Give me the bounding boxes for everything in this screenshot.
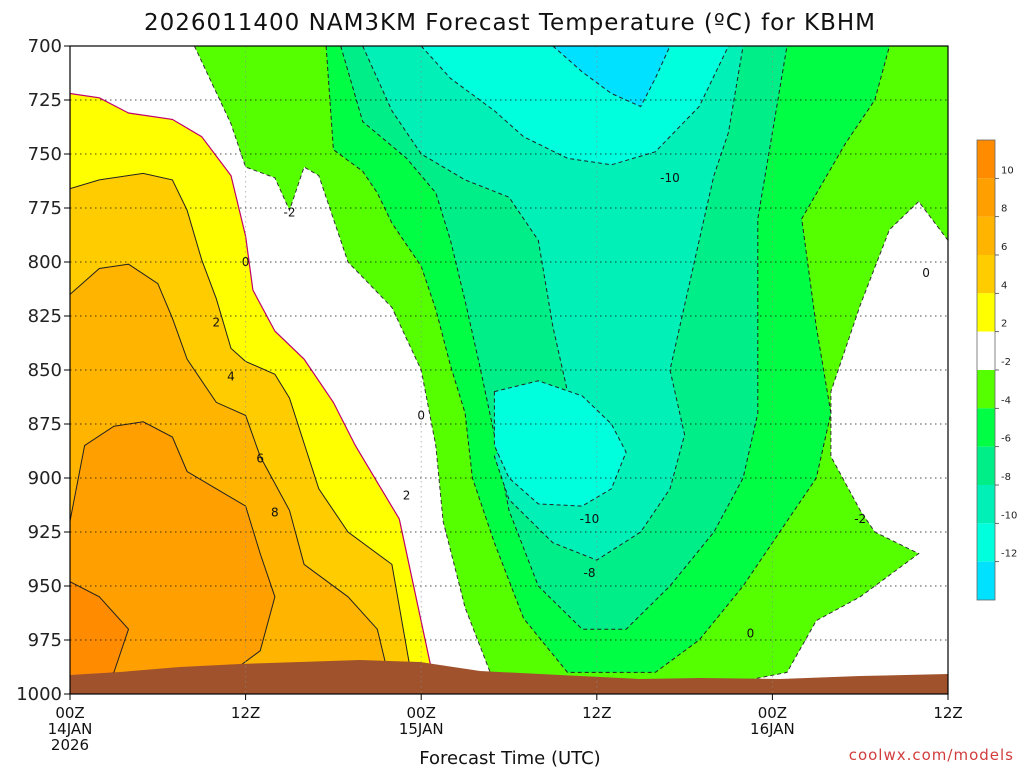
y-axis-ticks: 700 725 750 775 800 825 850 875 900 925 950 975 1000 [16, 36, 70, 705]
temp-region-4 [70, 581, 130, 691]
x-tick-label: 12Z [231, 704, 260, 722]
x-tick-label: 14JAN [48, 720, 93, 738]
x-tick-label: 12Z [933, 704, 962, 722]
colorbar-swatch [977, 446, 995, 485]
contour-label-5: 8 [271, 506, 279, 520]
colorbar-tick-label: 4 [1001, 280, 1007, 291]
x-axis-label: Forecast Time (UTC) [419, 748, 600, 768]
y-tick-label: 700 [28, 36, 62, 57]
colorbar-tick-label: 8 [1001, 204, 1007, 215]
y-tick-label: 850 [28, 360, 62, 381]
y-tick-label: 725 [28, 90, 62, 111]
contour-label-6: 0 [417, 408, 425, 422]
temperature-fields [70, 46, 948, 691]
colorbar-tick-label: 6 [1001, 242, 1007, 253]
colorbar-swatch [977, 216, 995, 255]
colorbar-tick-label: -10 [1001, 510, 1017, 521]
contour-label-4: 6 [256, 452, 264, 466]
y-tick-label: 825 [28, 306, 62, 327]
contour-label-8: -10 [660, 171, 680, 185]
ground-surface [70, 660, 948, 694]
y-tick-label: 775 [28, 198, 62, 219]
contour-label-9: -10 [580, 512, 600, 526]
y-tick-label: 875 [28, 414, 62, 435]
contour-label-7: 2 [403, 488, 411, 502]
colorbar-tick-label: -4 [1001, 395, 1011, 406]
contour-labels: -2 0 2 4 6 8 0 2 -10 -10 -8 0 -2 0 [213, 171, 930, 641]
colorbar-swatch [977, 178, 995, 217]
contour-label-11: 0 [747, 627, 755, 641]
colorbar-swatch [977, 331, 995, 370]
x-tick-label: 2026 [51, 736, 89, 754]
contour-label-13: 0 [922, 266, 930, 280]
contour-label-0: -2 [284, 205, 296, 219]
y-tick-label: 900 [28, 468, 62, 489]
colorbar-swatch [977, 293, 995, 332]
contour-label-1: 0 [242, 255, 250, 269]
y-tick-label: 925 [28, 522, 62, 543]
colorbar-tick-label: -8 [1001, 472, 1011, 483]
colorbar-swatch [977, 485, 995, 524]
contour-label-2: 2 [213, 315, 221, 329]
colorbar-swatch [977, 408, 995, 447]
temp-region-9 [493, 380, 627, 507]
contour-label-12: -2 [854, 512, 866, 526]
contour-label-3: 4 [227, 369, 235, 383]
x-tick-label: 15JAN [399, 720, 444, 738]
colorbar-swatch [977, 523, 995, 562]
y-tick-label: 750 [28, 144, 62, 165]
x-tick-label: 00Z [758, 704, 787, 722]
colorbar-tick-label: -6 [1001, 434, 1011, 445]
y-tick-label: 950 [28, 576, 62, 597]
y-tick-label: 1000 [16, 684, 62, 705]
chart-title: 2026011400 NAM3KM Forecast Temperature (… [144, 10, 876, 36]
y-tick-label: 800 [28, 252, 62, 273]
x-tick-label: 12Z [582, 704, 611, 722]
contour-label-10: -8 [583, 566, 595, 580]
colorbar-tick-label: -12 [1001, 549, 1017, 560]
colorbar-swatch [977, 370, 995, 409]
temp-region-8 [362, 46, 744, 561]
x-tick-label: 16JAN [750, 720, 795, 738]
credit-text: coolwx.com/models [849, 746, 1014, 764]
x-tick-label: 00Z [55, 704, 84, 722]
x-tick-label: 00Z [407, 704, 436, 722]
y-tick-label: 975 [28, 630, 62, 651]
colorbar: 10 8 6 4 2 -2 -4 -6 -8 -10 -12 [976, 139, 1017, 601]
colorbar-swatch [977, 140, 995, 179]
colorbar-swatch [977, 255, 995, 294]
colorbar-tick-label: 10 [1001, 165, 1014, 176]
colorbar-tick-label: -2 [1001, 357, 1011, 368]
colorbar-tick-label: 2 [1001, 319, 1007, 330]
colorbar-swatch [977, 561, 995, 600]
temp-region-11 [552, 46, 671, 108]
